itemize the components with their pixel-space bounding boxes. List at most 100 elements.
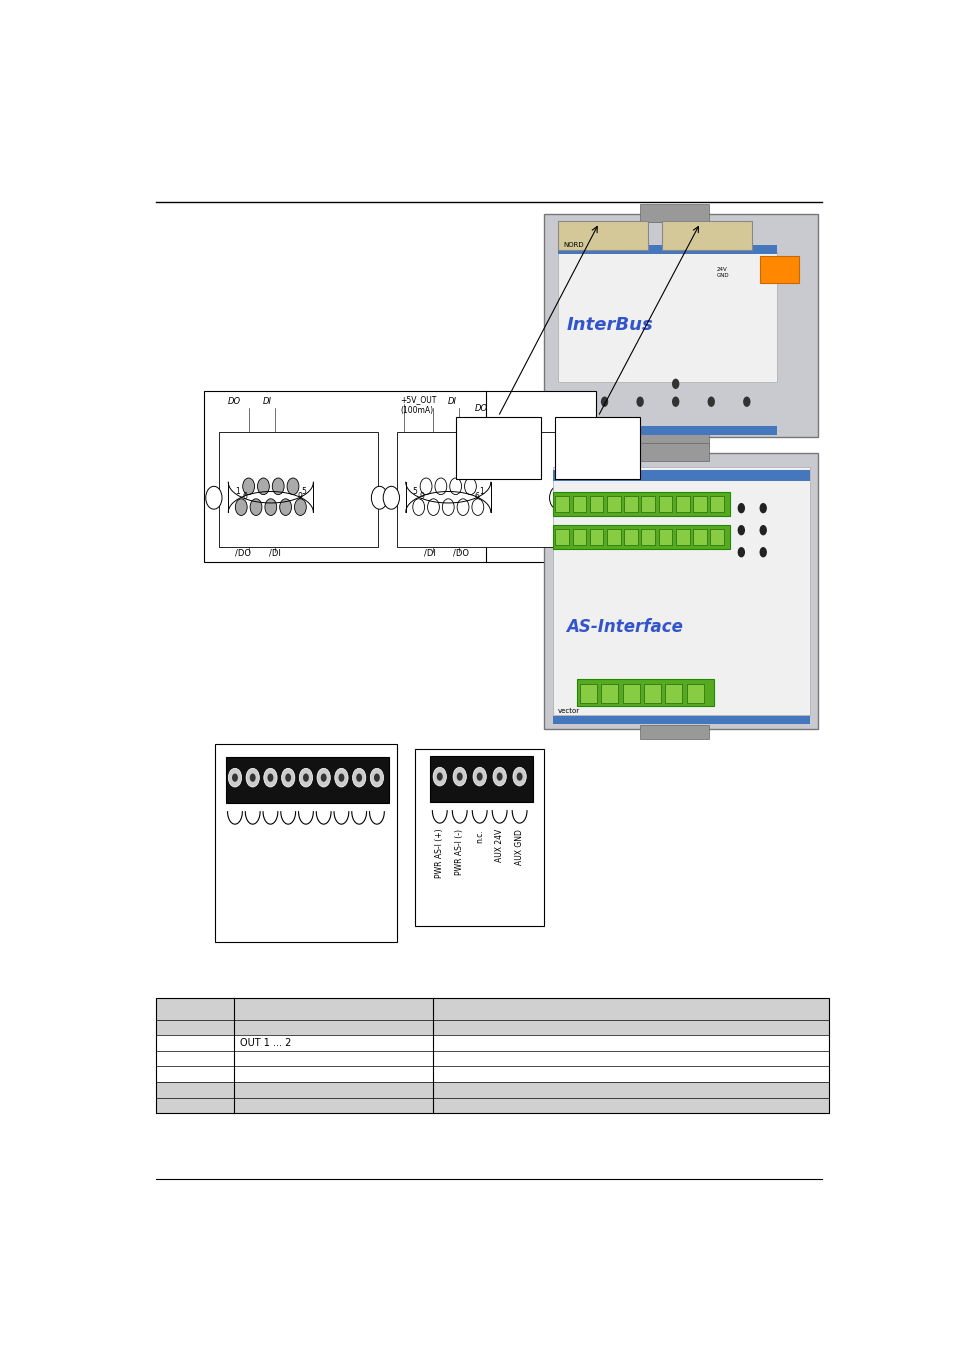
Circle shape: [206, 486, 222, 509]
Circle shape: [671, 378, 679, 389]
Circle shape: [453, 767, 466, 786]
Circle shape: [473, 767, 486, 786]
Text: NORD: NORD: [558, 472, 578, 479]
Circle shape: [281, 768, 294, 787]
Bar: [623, 495, 638, 512]
Bar: [544, 213, 817, 437]
Text: 9: 9: [297, 491, 302, 501]
Circle shape: [759, 547, 766, 558]
Circle shape: [707, 397, 714, 406]
Bar: [640, 529, 655, 545]
Bar: [156, 1081, 828, 1098]
Bar: [552, 467, 809, 714]
Bar: [415, 749, 544, 926]
Circle shape: [250, 774, 255, 782]
Circle shape: [618, 238, 623, 246]
Bar: [156, 998, 828, 1019]
Bar: [658, 529, 672, 545]
Text: 9: 9: [419, 491, 424, 501]
Bar: [558, 246, 776, 254]
Circle shape: [737, 525, 744, 536]
Bar: [589, 495, 603, 512]
Bar: [555, 417, 639, 479]
Text: /DI: /DI: [269, 549, 280, 558]
Bar: [558, 427, 776, 435]
Bar: [552, 716, 809, 725]
Circle shape: [456, 498, 469, 516]
Bar: [623, 529, 638, 545]
Circle shape: [669, 231, 675, 239]
Circle shape: [737, 547, 744, 558]
Bar: [676, 495, 689, 512]
Circle shape: [497, 772, 502, 780]
Circle shape: [464, 478, 476, 494]
Circle shape: [235, 498, 247, 516]
Circle shape: [285, 774, 291, 782]
Text: NORD: NORD: [563, 243, 583, 248]
Circle shape: [272, 478, 284, 494]
Circle shape: [279, 498, 292, 516]
Circle shape: [624, 231, 630, 239]
Bar: [558, 220, 648, 250]
Circle shape: [335, 768, 348, 787]
Circle shape: [721, 238, 727, 246]
Circle shape: [759, 525, 766, 536]
Circle shape: [549, 486, 565, 509]
Circle shape: [573, 238, 578, 246]
Bar: [710, 529, 723, 545]
Text: 24V
GND: 24V GND: [716, 267, 729, 278]
Circle shape: [677, 238, 683, 246]
Circle shape: [242, 478, 254, 494]
Bar: [639, 443, 708, 462]
Bar: [661, 220, 752, 250]
Circle shape: [742, 397, 750, 406]
Circle shape: [759, 504, 766, 513]
Text: OUT 1 ... 2: OUT 1 ... 2: [239, 1038, 291, 1048]
Bar: [686, 684, 703, 703]
Circle shape: [264, 768, 276, 787]
Bar: [204, 390, 596, 562]
Circle shape: [517, 772, 522, 780]
Circle shape: [692, 238, 698, 246]
Text: 6: 6: [242, 491, 247, 501]
Bar: [639, 204, 708, 223]
Text: AS-Interface: AS-Interface: [566, 618, 682, 636]
Text: vector: vector: [566, 418, 588, 425]
Circle shape: [338, 774, 344, 782]
Circle shape: [493, 767, 506, 786]
Bar: [664, 684, 681, 703]
Circle shape: [427, 498, 439, 516]
Circle shape: [267, 774, 274, 782]
Bar: [429, 756, 533, 802]
Circle shape: [456, 772, 462, 780]
Bar: [622, 684, 639, 703]
Bar: [760, 256, 798, 284]
Bar: [552, 525, 730, 549]
Text: AUX GND: AUX GND: [515, 829, 523, 865]
Circle shape: [513, 767, 526, 786]
Circle shape: [636, 397, 643, 406]
Circle shape: [580, 231, 586, 239]
Circle shape: [320, 774, 326, 782]
Bar: [226, 756, 389, 803]
Circle shape: [287, 478, 298, 494]
Bar: [156, 1066, 828, 1081]
Bar: [579, 684, 597, 703]
Text: /DI: /DI: [423, 549, 436, 558]
Text: /DO: /DO: [235, 549, 252, 558]
Bar: [639, 435, 708, 448]
Circle shape: [602, 238, 608, 246]
Circle shape: [472, 498, 483, 516]
Bar: [639, 725, 708, 738]
Bar: [215, 744, 396, 942]
Circle shape: [374, 774, 379, 782]
Text: 5: 5: [301, 486, 306, 495]
Circle shape: [588, 238, 594, 246]
Text: DO: DO: [475, 404, 488, 413]
Text: PWR AS-I (-): PWR AS-I (-): [455, 829, 464, 875]
Text: 1: 1: [235, 486, 239, 495]
Circle shape: [353, 768, 365, 787]
Bar: [572, 495, 585, 512]
Circle shape: [449, 478, 461, 494]
Text: DO: DO: [227, 397, 240, 406]
